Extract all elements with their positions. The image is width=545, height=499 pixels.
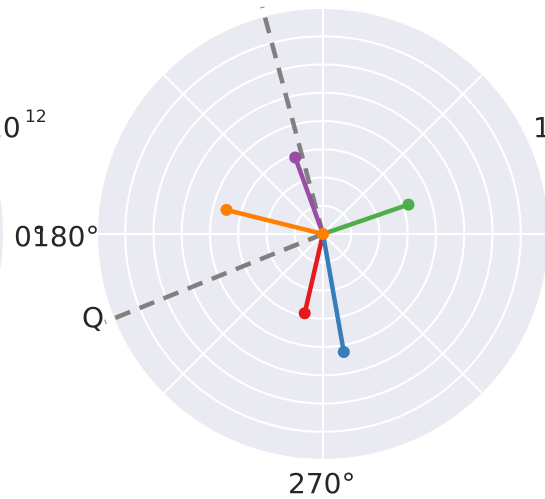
theta-tick-180: 180° [32, 220, 99, 253]
reference-lines [104, 6, 326, 325]
annotation-q: Q [82, 301, 104, 334]
left-partial-axes [0, 197, 3, 271]
left-partial-background [0, 197, 3, 271]
reference-line [260, 6, 326, 235]
series-point [337, 346, 350, 358]
tick-labels: 180° 270° 0° 10 12 1 Q [0, 107, 545, 499]
reference-line [104, 231, 324, 325]
right-clipped-label: 1 [533, 111, 545, 144]
theta-tick-270: 270° [288, 467, 355, 499]
series-point [402, 198, 415, 211]
radial-scale-base: 10 [0, 111, 21, 144]
left-theta-tick-0: 0° [14, 220, 46, 253]
grid-spoke [322, 233, 484, 395]
radial-scale-power: 12 [25, 107, 47, 127]
series-point [289, 151, 302, 164]
series-line [320, 231, 347, 355]
origin-point [317, 228, 329, 240]
series-line [302, 231, 326, 316]
series-line [292, 155, 326, 237]
series-marks [220, 151, 415, 358]
grid-spoke [162, 233, 324, 395]
polar-axes [96, 6, 545, 461]
series-point [220, 203, 233, 216]
series-point [298, 307, 311, 320]
series-line [320, 202, 411, 237]
grid-spoke [322, 73, 484, 235]
series-line [224, 207, 326, 237]
polar-grid [96, 7, 545, 461]
grid-spoke [162, 73, 324, 235]
